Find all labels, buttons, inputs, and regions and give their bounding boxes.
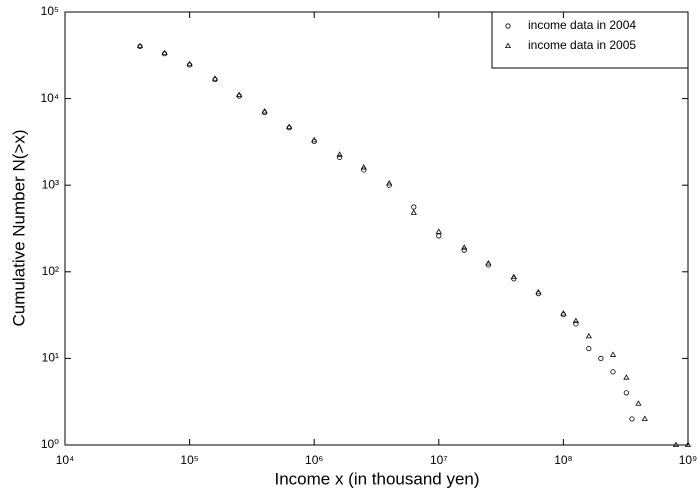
legend-label: income data in 2004	[528, 18, 636, 32]
data-point	[410, 209, 417, 215]
x-tick-label: 10⁷	[430, 453, 448, 467]
data-point	[510, 273, 517, 280]
data-point	[336, 151, 343, 157]
legend-marker	[504, 42, 512, 48]
data-point	[411, 204, 417, 210]
data-point	[586, 345, 592, 352]
y-tick-label: 10²	[42, 264, 59, 278]
data-point	[629, 416, 635, 422]
legend-marker	[505, 23, 511, 29]
legend-box	[491, 11, 689, 69]
data-point	[623, 374, 630, 380]
x-axis-label: Income x (in thousand yen)	[274, 469, 479, 488]
y-tick-label: 10¹	[42, 351, 59, 365]
data-point	[672, 441, 680, 447]
y-tick-label: 10³	[42, 177, 59, 191]
y-tick-label: 10⁰	[41, 437, 59, 451]
x-tick-label: 10⁸	[554, 453, 572, 467]
y-tick-label: 10⁵	[41, 4, 59, 18]
data-point	[641, 415, 648, 421]
data-point	[186, 60, 193, 67]
data-point	[572, 317, 579, 324]
x-tick-label: 10⁵	[180, 453, 198, 467]
data-point	[361, 167, 367, 173]
legend-label: income data in 2005	[528, 38, 636, 52]
plot-frame	[64, 11, 689, 446]
x-tick-label: 10⁶	[305, 453, 323, 467]
data-point	[435, 228, 442, 234]
data-point	[286, 123, 293, 129]
data-point	[461, 247, 467, 253]
data-point	[236, 91, 243, 98]
data-point	[461, 244, 468, 250]
data-point	[436, 233, 442, 239]
data-point	[261, 108, 268, 114]
data-point	[684, 441, 692, 447]
data-point	[635, 400, 642, 406]
data-point	[360, 164, 367, 170]
data-point	[485, 260, 492, 266]
data-point	[136, 42, 144, 48]
y-tick-label: 10⁴	[40, 91, 59, 105]
data-point	[161, 49, 168, 56]
data-point	[337, 154, 343, 160]
x-tick-label: 10⁴	[56, 453, 75, 467]
data-point	[386, 179, 393, 186]
x-tick-label: 10⁹	[679, 453, 698, 467]
data-point	[211, 75, 219, 81]
data-point	[560, 310, 567, 316]
data-point	[573, 321, 579, 327]
data-point	[311, 136, 318, 143]
data-point	[609, 351, 617, 357]
y-axis-label: Cumulative Number N(>x)	[9, 130, 28, 327]
data-point	[585, 332, 592, 339]
data-point	[535, 288, 542, 295]
data-point	[610, 369, 616, 375]
data-point	[598, 355, 604, 361]
data-point	[623, 390, 629, 396]
